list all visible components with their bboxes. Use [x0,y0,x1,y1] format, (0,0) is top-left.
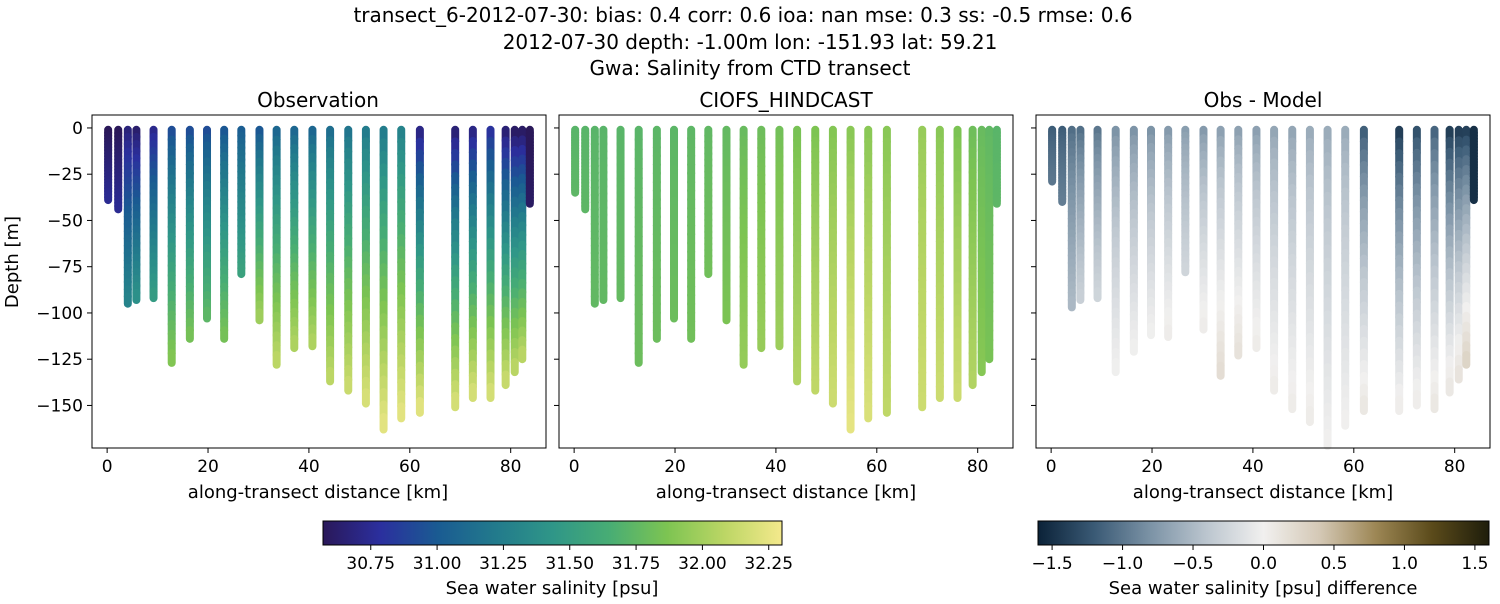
panel-ciofs-hindcast: CIOFS_HINDCAST along-transect distance [… [554,88,1014,503]
colorbar-tick-label: 31.75 [612,554,661,574]
x-tick-label: 40 [1242,457,1264,477]
x-tick-label: 20 [1141,457,1163,477]
y-tick-label: −25 [47,165,83,185]
panel-title: CIOFS_HINDCAST [699,88,873,112]
colorbar-tick-label: 31.00 [413,554,462,574]
y-tick-label: −50 [47,211,83,231]
x-tick-label: 60 [399,457,421,477]
x-axis-label: along-transect distance [km] [188,482,448,503]
colorbar-tick-label: −0.5 [1172,554,1213,574]
y-tick-label: 0 [72,119,83,139]
x-tick-label: 80 [1444,457,1466,477]
colorbar-tick-label: 1.0 [1391,554,1418,574]
panel-observation: Observation along-transect distance [km]… [2,88,547,503]
colorbar-tick-label: 0.0 [1250,554,1277,574]
x-tick-label: 40 [765,457,787,477]
colorbar-tick-label: 32.25 [744,554,793,574]
colorbar-tick-label: −1.5 [1031,554,1072,574]
colorbar-salinity-label: Sea water salinity [psu] [446,578,659,599]
axes-frame [558,114,1014,449]
panel-title: Observation [257,88,379,112]
colorbar-tick-label: 31.50 [545,554,594,574]
colorbar-salinity: Sea water salinity [psu] 30.75 31.00 31.25… [322,520,793,599]
axes-frame [91,114,547,449]
x-tick-label: 80 [967,457,989,477]
colorbar-tick-label: 30.75 [346,554,395,574]
x-tick-label: 20 [197,457,219,477]
axes-frame [1035,114,1491,449]
x-tick-label: 0 [569,457,580,477]
y-tick-label: −125 [36,350,83,370]
colorbar-salinity-ramp [322,520,783,546]
x-tick-label: 40 [298,457,320,477]
panel-obs-minus-model: Obs - Model along-transect distance [km]… [1031,88,1491,503]
x-axis-label: along-transect distance [km] [656,482,916,503]
colorbar-tick-label: 0.5 [1320,554,1347,574]
x-tick-label: 60 [866,457,888,477]
x-tick-label: 0 [1046,457,1057,477]
suptitle-line-1: transect_6-2012-07-30: bias: 0.4 corr: 0… [353,3,1132,27]
y-tick-label: −75 [47,258,83,278]
x-tick-label: 60 [1343,457,1365,477]
suptitle-line-2: 2012-07-30 depth: -1.00m lon: -151.93 la… [503,30,998,54]
colorbar-tick-label: −1.0 [1102,554,1143,574]
suptitle-line-3: Gwa: Salinity from CTD transect [590,56,911,80]
colorbar-difference: Sea water salinity [psu] difference −1.5… [1031,520,1490,599]
y-tick-label: −100 [36,304,83,324]
colorbar-difference-ramp [1037,520,1490,546]
panel-title: Obs - Model [1204,88,1323,112]
y-axis-label: Depth [m] [2,216,23,308]
x-tick-label: 0 [102,457,113,477]
colorbar-difference-label: Sea water salinity [psu] difference [1109,578,1418,599]
y-tick-label: −150 [36,396,83,416]
x-axis-label: along-transect distance [km] [1133,482,1393,503]
colorbar-tick-label: 32.00 [678,554,727,574]
x-tick-label: 80 [500,457,522,477]
colorbar-tick-label: 31.25 [479,554,528,574]
colorbar-tick-label: 1.5 [1461,554,1488,574]
x-tick-label: 20 [664,457,686,477]
